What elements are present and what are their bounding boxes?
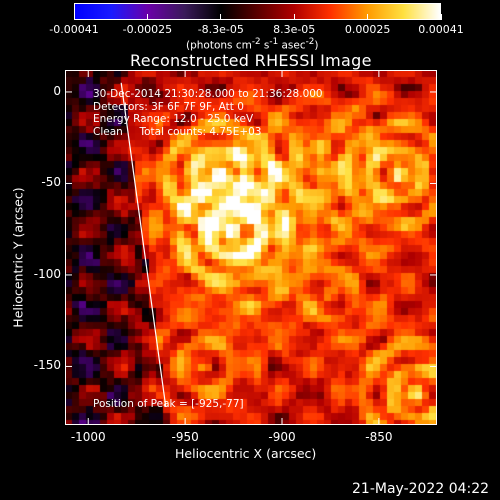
y-tick-label: -150 bbox=[33, 358, 61, 373]
x-axis-title: Heliocentric X (arcsec) bbox=[175, 446, 317, 461]
annotation-line: Clean Total counts: 4.75E+03 bbox=[93, 125, 262, 138]
annotation-line: Detectors: 3F 6F 7F 9F, Att 0 bbox=[93, 100, 244, 113]
colorbar-tick-mark bbox=[367, 14, 369, 20]
colorbar-ticks: -0.00041 -0.00025 -8.3e-05 8.3e-05 0.00025 0.… bbox=[0, 0, 500, 40]
annotation-line: Energy Range: 12.0 - 25.0 keV bbox=[93, 113, 254, 125]
x-tick-label: -900 bbox=[268, 430, 296, 444]
y-tick-label: -50 bbox=[41, 175, 61, 190]
colorbar-tick-mark bbox=[146, 14, 148, 20]
colorbar-tick-mark bbox=[220, 14, 222, 20]
colorbar-tick-label: 0.00025 bbox=[344, 23, 391, 36]
x-tick-label: -950 bbox=[171, 430, 199, 444]
colorbar-tick-label: -8.3e-05 bbox=[197, 23, 244, 36]
plot-frame bbox=[65, 70, 437, 425]
colorbar-tick-label: 8.3e-05 bbox=[273, 23, 316, 36]
y-tick-label: -100 bbox=[33, 266, 61, 281]
colorbar-gradient bbox=[75, 4, 440, 19]
x-tick-label: -1000 bbox=[70, 430, 106, 444]
colorbar-unit-label: (photons cm-2 s-1 asec-2) bbox=[186, 37, 319, 52]
plot-title: Reconstructed RHESSI Image bbox=[130, 51, 372, 70]
colorbar-tick-mark bbox=[73, 14, 75, 20]
limb-line bbox=[120, 82, 167, 407]
colorbar-tick-label: -0.00041 bbox=[49, 23, 99, 36]
limb-line-segment bbox=[120, 82, 167, 407]
colorbar-tick-mark bbox=[440, 14, 442, 20]
footer-timestamp: 21-May-2022 04:22 bbox=[352, 481, 490, 497]
plot-area bbox=[65, 70, 437, 425]
peak-position-label: Position of Peak = [-925,-77] bbox=[93, 398, 244, 410]
colorbar-tick-label: 0.00041 bbox=[418, 23, 464, 36]
annotation-block: 30-Dec-2014 21:30:28.000 to 21:36:28.000… bbox=[93, 88, 323, 138]
colorbar-tick-label: -0.00025 bbox=[122, 23, 173, 36]
colorbar-tick-mark bbox=[293, 14, 295, 20]
annotation-line: 30-Dec-2014 21:30:28.000 to 21:36:28.000 bbox=[93, 88, 323, 100]
y-axis-title: Heliocentric Y (arcsec) bbox=[10, 187, 26, 328]
y-tick-label: 0 bbox=[53, 83, 61, 98]
x-tick-label: -850 bbox=[365, 430, 393, 444]
colorbar bbox=[74, 3, 441, 20]
